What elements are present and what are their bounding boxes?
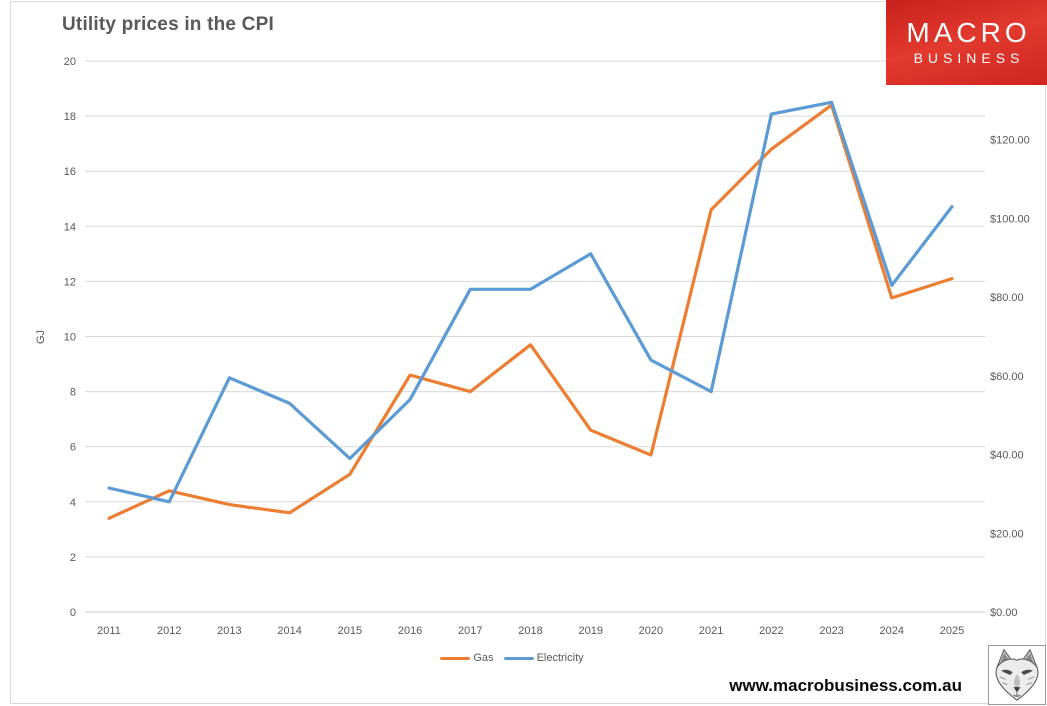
left-axis-title: GJ bbox=[35, 330, 47, 344]
legend-label-gas: Gas bbox=[473, 652, 494, 664]
right-axis-tick-label: $100.00 bbox=[990, 213, 1030, 225]
left-axis-tick-label: 4 bbox=[70, 497, 76, 509]
x-axis-year-label: 2013 bbox=[217, 625, 241, 637]
x-axis-year-label: 2025 bbox=[940, 625, 964, 637]
left-axis-tick-label: 20 bbox=[64, 56, 76, 68]
legend-label-electricity: Electricity bbox=[536, 652, 584, 664]
left-axis-tick-label: 16 bbox=[64, 166, 76, 178]
x-axis-year-label: 2014 bbox=[277, 625, 301, 637]
right-axis-tick-label: $40.00 bbox=[990, 450, 1024, 462]
right-axis-tick-label: $60.00 bbox=[990, 371, 1024, 383]
chart-legend: Gas Electricity bbox=[0, 652, 1024, 664]
right-axis-tick-label: $120.00 bbox=[990, 135, 1030, 147]
x-axis-year-label: 2017 bbox=[458, 625, 482, 637]
electricity-line-series bbox=[107, 100, 954, 504]
x-axis-year-label: 2015 bbox=[338, 625, 362, 637]
wolf-sketch-icon bbox=[995, 648, 1039, 701]
logo-line-macro: MACRO bbox=[906, 17, 1031, 48]
x-axis-year-label: 2023 bbox=[819, 625, 843, 637]
electricity-line-swatch bbox=[503, 656, 534, 660]
x-axis-year-label: 2024 bbox=[880, 625, 904, 637]
logo-line-business: BUSINESS bbox=[913, 50, 1025, 66]
x-axis-year-label: 2018 bbox=[518, 625, 542, 637]
x-axis-year-label: 2021 bbox=[699, 625, 723, 637]
x-axis-year-label: 2020 bbox=[639, 625, 663, 637]
legend-item-electricity: Electricity bbox=[503, 652, 584, 664]
macrobusiness-logo: MACRO BUSINESS bbox=[886, 0, 1047, 85]
legend-item-gas: Gas bbox=[440, 652, 494, 664]
left-axis-tick-label: 6 bbox=[70, 442, 76, 454]
right-axis-tick-label: $80.00 bbox=[990, 292, 1024, 304]
gas-line-swatch bbox=[440, 656, 471, 660]
left-axis-tick-label: 14 bbox=[64, 221, 76, 233]
right-axis-tick-label: $20.00 bbox=[990, 528, 1024, 540]
left-axis-tick-label: 18 bbox=[64, 111, 76, 123]
x-axis-year-label: 2011 bbox=[97, 625, 121, 637]
wolf-logo-frame bbox=[988, 645, 1046, 705]
x-axis-year-label: 2022 bbox=[759, 625, 783, 637]
website-link[interactable]: www.macrobusiness.com.au bbox=[729, 676, 962, 695]
left-axis-tick-label: 2 bbox=[70, 552, 76, 564]
left-axis-tick-label: 10 bbox=[64, 332, 76, 344]
right-axis-tick-label: $0.00 bbox=[990, 607, 1018, 619]
left-axis-tick-label: 0 bbox=[70, 607, 76, 619]
left-axis-tick-label: 8 bbox=[70, 387, 76, 399]
x-axis-year-label: 2019 bbox=[578, 625, 602, 637]
x-axis-year-label: 2016 bbox=[398, 625, 422, 637]
x-axis-year-label: 2012 bbox=[157, 625, 181, 637]
chart-title: Utility prices in the CPI bbox=[62, 14, 274, 35]
left-axis-tick-label: 12 bbox=[64, 276, 76, 288]
gas-line-series bbox=[107, 103, 954, 520]
